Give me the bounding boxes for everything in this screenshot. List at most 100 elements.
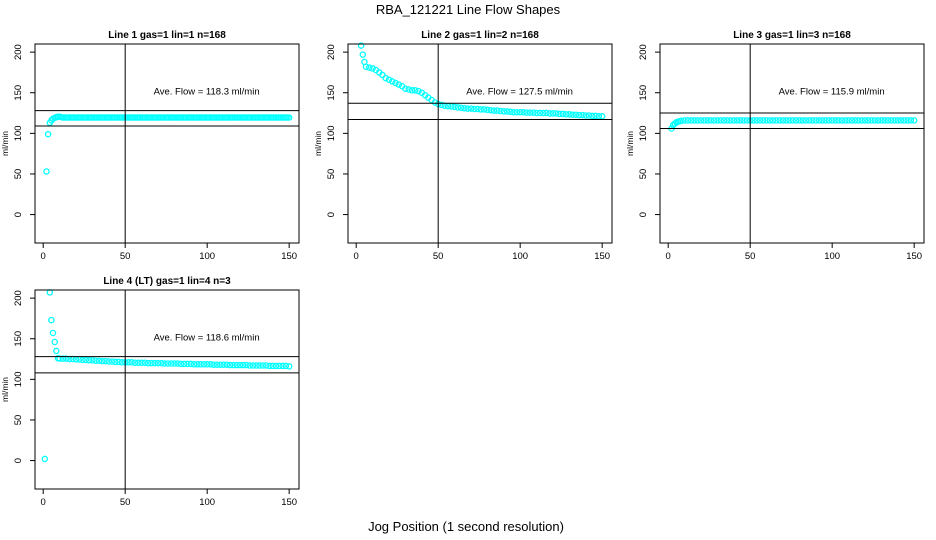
- data-point: [174, 360, 181, 367]
- chart-panel-4: Line 4 (LT) gas=1 lin=4 n=3 Ave. Flow = 1…: [0, 276, 300, 508]
- data-point: [253, 362, 260, 369]
- data-point: [395, 81, 403, 88]
- data-point: [474, 105, 481, 113]
- data-point: [243, 361, 250, 369]
- data-point: [115, 358, 122, 366]
- x-tick-label: 100: [199, 251, 215, 262]
- y-axis-label: ml/min: [0, 131, 10, 156]
- data-point: [582, 112, 590, 119]
- y-tick-label: 150: [326, 85, 337, 101]
- data-point: [720, 117, 728, 124]
- data-point: [43, 168, 50, 175]
- data-point: [402, 85, 409, 92]
- data-point: [730, 117, 738, 124]
- data-point: [513, 108, 521, 116]
- x-tick-label: 100: [824, 251, 840, 262]
- y-tick-label: 150: [638, 85, 649, 101]
- data-point: [92, 357, 99, 364]
- data-point: [697, 117, 705, 124]
- data-point: [190, 361, 198, 368]
- data-point: [366, 64, 373, 71]
- data-points: [41, 289, 293, 463]
- data-point: [598, 113, 606, 120]
- data-point: [118, 359, 126, 366]
- average-flow-label: Ave. Flow = 118.3 ml/min: [154, 86, 260, 97]
- data-point: [789, 117, 797, 124]
- data-point: [766, 117, 774, 124]
- x-tick-label: 100: [512, 251, 528, 262]
- x-tick-label: 50: [120, 497, 131, 508]
- data-point: [805, 117, 813, 124]
- data-point: [187, 360, 195, 368]
- data-point: [552, 110, 560, 117]
- data-point: [125, 359, 132, 366]
- y-tick-label: 0: [326, 212, 337, 217]
- data-point: [881, 117, 888, 124]
- y-axis-label: ml/min: [625, 131, 635, 156]
- data-point: [520, 108, 527, 116]
- data-point: [79, 356, 86, 364]
- data-points: [357, 42, 606, 120]
- data-point: [138, 359, 145, 366]
- data-point: [256, 362, 263, 369]
- data-point: [835, 117, 842, 124]
- data-point: [203, 361, 211, 368]
- data-point: [743, 117, 751, 124]
- data-point: [282, 362, 290, 370]
- data-point: [56, 355, 63, 362]
- x-tick-label: 0: [354, 251, 359, 262]
- data-point: [579, 111, 586, 119]
- data-point: [357, 42, 365, 49]
- data-point: [723, 117, 731, 124]
- panel-title: Line 1 gas=1 lin=1 n=168: [108, 30, 226, 41]
- data-point: [556, 110, 563, 118]
- data-point: [411, 87, 419, 94]
- data-point: [851, 117, 859, 124]
- data-point: [763, 117, 770, 124]
- data-point: [454, 104, 462, 111]
- data-point: [102, 357, 109, 365]
- average-flow-label: Ave. Flow = 115.9 ml/min: [779, 86, 885, 97]
- data-point: [487, 106, 494, 114]
- data-point: [259, 362, 267, 369]
- data-point: [575, 111, 583, 119]
- data-point: [89, 357, 96, 364]
- data-point: [592, 112, 599, 120]
- data-point: [691, 117, 698, 124]
- data-point: [783, 117, 790, 124]
- data-point: [144, 359, 152, 367]
- figure-x-axis-label: Jog Position (1 second resolution): [368, 519, 564, 534]
- data-point: [408, 87, 416, 94]
- data-point: [46, 289, 54, 296]
- data-point: [161, 360, 168, 367]
- data-point: [681, 117, 688, 124]
- data-point: [707, 117, 715, 124]
- data-point: [164, 360, 172, 367]
- data-point: [128, 359, 135, 366]
- data-point: [753, 117, 760, 124]
- data-point: [809, 117, 816, 124]
- data-point: [223, 361, 231, 368]
- data-point: [727, 117, 734, 124]
- chart-panel-3: Line 3 gas=1 lin=3 n=168 Ave. Flow = 115.…: [625, 30, 925, 262]
- data-point: [733, 117, 741, 124]
- x-tick-label: 150: [906, 251, 922, 262]
- data-point: [379, 71, 386, 79]
- data-point: [858, 117, 865, 124]
- data-point: [825, 117, 833, 124]
- data-point: [796, 117, 803, 124]
- data-point: [585, 112, 593, 119]
- data-point: [131, 359, 139, 366]
- data-point: [779, 117, 787, 124]
- data-point: [740, 117, 747, 124]
- plot-frame: [34, 289, 300, 490]
- data-point: [562, 111, 570, 118]
- data-point: [868, 117, 875, 124]
- y-axis-label: ml/min: [0, 377, 10, 402]
- x-tick-label: 150: [594, 251, 610, 262]
- data-point: [874, 117, 882, 124]
- panels: Line 1 gas=1 lin=1 n=168 Ave. Flow = 118.…: [0, 30, 925, 508]
- data-point: [85, 357, 93, 364]
- data-point: [285, 363, 293, 370]
- data-point: [382, 74, 389, 82]
